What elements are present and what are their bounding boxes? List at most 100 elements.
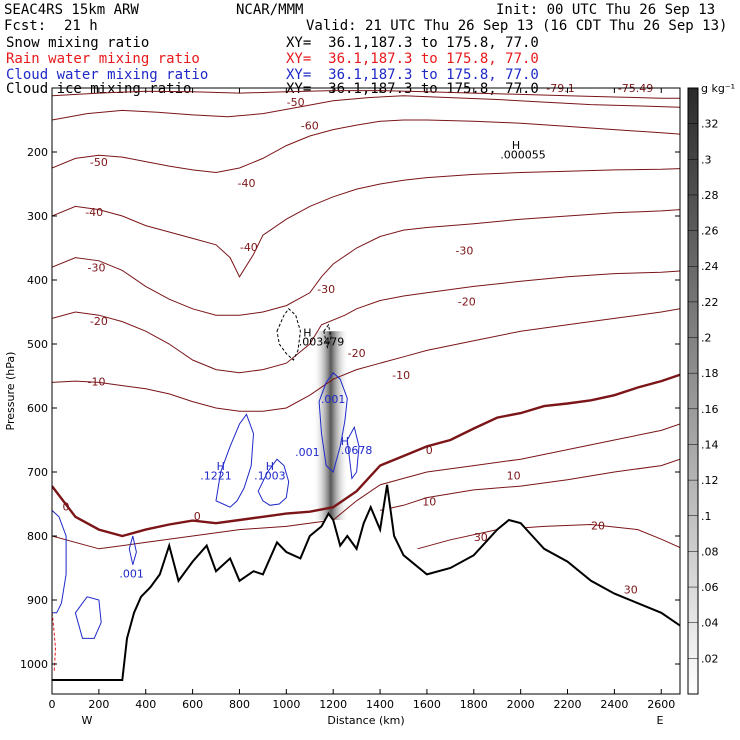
terrain-line [52,484,680,681]
y-tick-label: 900 [27,594,48,607]
colorbar-label: .14 [701,438,719,451]
contour-label: -10 [88,376,106,389]
cloud-water-contour [128,535,137,565]
contour-label: 30 [624,584,638,597]
cloud-water-contour [74,596,102,639]
colorbar-label: .22 [701,296,719,309]
y-tick-label: 200 [27,146,48,159]
colorbar-label: .12 [701,474,719,487]
max-label: .001 [119,568,144,581]
contour-label: 10 [422,495,436,508]
field-name-cloud-ice: Cloud ice mixing ratio [6,81,192,97]
temperature-contour [52,119,680,174]
contour-label: 30 [474,531,488,544]
max-label: .001 [295,446,320,459]
y-tick-label: 300 [27,210,48,223]
center-title: NCAR/MMM [236,2,304,18]
max-label: .003479 [299,335,345,348]
y-tick-label: 1000 [20,658,48,671]
colorbar-label: .04 [701,617,719,630]
colorbar-label: .32 [701,118,719,131]
cloud-water-contour [215,413,255,508]
contour-label: -20 [348,347,366,360]
fcst-value: 21 h [64,18,98,34]
temperature-contour [379,458,680,511]
y-axis-label: Pressure (hPa) [4,352,17,431]
terrain-fill [52,484,680,694]
field-xy-snow: XY= 36.1,187.3 to 175.8, 77.0 [286,35,539,51]
x-tick-label: 1000 [272,698,300,711]
colorbar-label: .02 [701,652,719,665]
contour-label: -20 [90,315,108,328]
y-tick-label: 400 [27,274,48,287]
contour-label: 0 [63,500,70,513]
colorbar-label: .06 [701,581,719,594]
contour-label: 20 [591,520,605,533]
fcst-label: Fcst: [4,18,47,34]
x-tick-label: 2200 [554,698,582,711]
temperature-contour [52,270,680,374]
x-tick-label: 1400 [366,698,394,711]
cloud-water-contour [257,458,290,506]
contour-label: 0 [426,444,433,457]
temperature-contour [52,423,680,550]
field-name-cloud-water: Cloud water mixing ratio [6,67,209,83]
max-label: H [217,460,225,473]
y-tick-label: 500 [27,338,48,351]
x-tick-label: 2600 [647,698,675,711]
plot-frame [51,87,681,695]
x-tick-label: 1600 [413,698,441,711]
colorbar-label: .16 [701,403,719,416]
contour-label: 10 [507,470,521,483]
temperature-contour [417,523,680,550]
max-label: H [512,139,520,152]
colorbar-unit: g kg⁻¹ [701,82,735,95]
x-tick-label: 1800 [460,698,488,711]
model-title: SEAC4RS 15km ARW [4,2,139,18]
colorbar-label: .2 [701,332,712,345]
east-label: E [657,714,664,727]
contour-label: -60 [301,120,319,133]
max-label: .001 [321,393,346,406]
x-axis-label: Distance (km) [327,714,404,727]
rain-water-contour [52,612,57,671]
contour-label: -30 [88,262,106,275]
temperature-contour [52,95,680,121]
cloud-ice-contour [276,308,301,361]
field-xy-cloud-water: XY= 36.1,187.3 to 175.8, 77.0 [286,67,539,83]
temperature-contour [52,209,680,316]
temperature-contour [52,168,680,278]
colorbar [687,87,699,695]
valid-time: Valid: 21 UTC Thu 26 Sep 13 (16 CDT Thu … [306,18,728,34]
colorbar-label: .3 [701,153,712,166]
cloud-ice-contour [323,323,332,349]
contour-label: -30 [455,244,473,257]
y-tick-label: 800 [27,530,48,543]
x-tick-label: 2400 [600,698,628,711]
x-tick-label: 600 [182,698,203,711]
contour-label: -30 [317,283,335,296]
max-label: H [341,435,349,448]
colorbar-label: .18 [701,367,719,380]
colorbar-label: .24 [701,260,719,273]
max-label: H [303,326,311,339]
west-label: W [82,714,93,727]
contour-label: -10 [392,369,410,382]
x-tick-label: 0 [49,698,56,711]
temperature-contour [52,308,680,412]
max-label: H [266,460,274,473]
x-tick-label: 800 [229,698,250,711]
contour-label: -50 [90,156,108,169]
contour-label: -40 [238,177,256,190]
y-tick-label: 600 [27,402,48,415]
max-label: .1221 [200,470,232,483]
x-tick-label: 200 [88,698,109,711]
x-tick-label: 1200 [319,698,347,711]
x-tick-label: 2000 [507,698,535,711]
contour-label: -40 [240,241,258,254]
max-label: .000055 [500,148,546,161]
init-time: Init: 00 UTC Thu 26 Sep 13 [496,2,716,18]
cloud-water-contour [52,509,67,614]
field-name-snow: Snow mixing ratio [6,35,150,51]
